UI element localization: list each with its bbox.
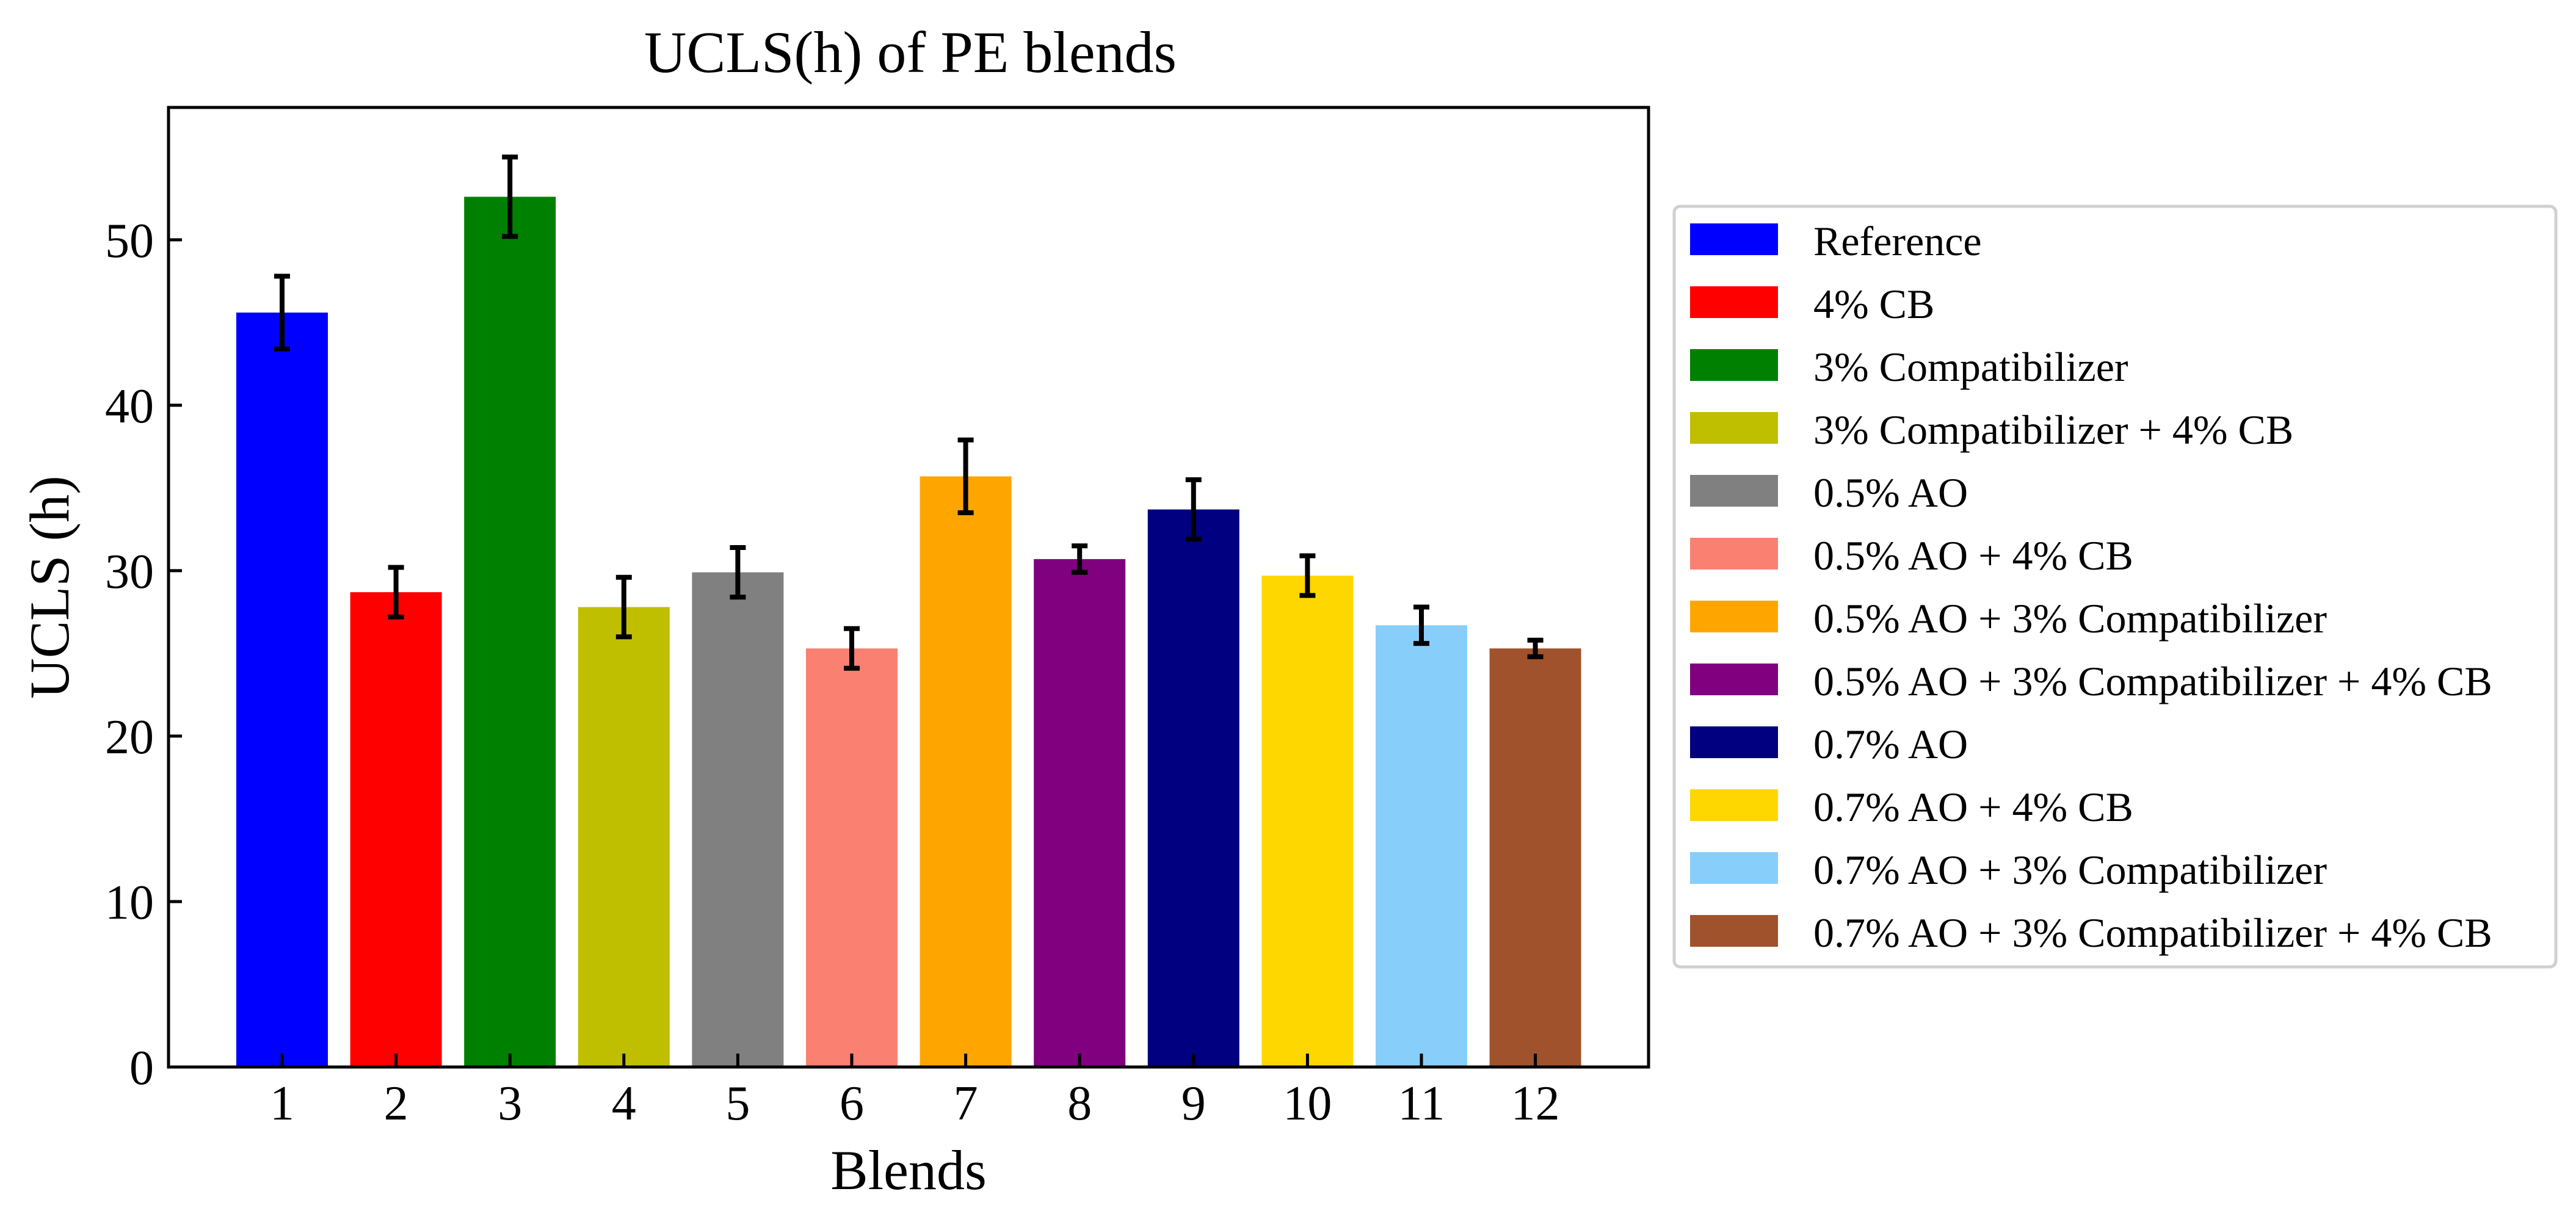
legend-swatch — [1690, 789, 1778, 821]
legend-box — [1672, 204, 2558, 969]
bar — [806, 648, 898, 1067]
legend-label: 0.7% AO — [1813, 721, 1968, 767]
y-tick-label: 0 — [129, 1041, 154, 1095]
legend-swatch — [1690, 664, 1778, 695]
x-tick-label: 3 — [498, 1077, 522, 1130]
bar — [578, 607, 670, 1067]
bar — [350, 592, 442, 1067]
legend-label: 4% CB — [1813, 281, 1934, 327]
x-tick-label: 1 — [270, 1077, 294, 1130]
bar — [692, 572, 784, 1067]
y-axis-label: UCLS (h) — [18, 476, 81, 698]
bar — [464, 197, 556, 1067]
x-tick-label: 12 — [1511, 1077, 1560, 1130]
bar — [1376, 625, 1467, 1067]
x-tick-label: 4 — [612, 1077, 636, 1130]
legend-label: 0.5% AO — [1813, 469, 1968, 516]
legend-label: 0.7% AO + 3% Compatibilizer + 4% CB — [1813, 910, 2492, 956]
x-tick-label: 11 — [1398, 1077, 1445, 1130]
legend-label: 0.7% AO + 4% CB — [1813, 784, 2133, 830]
x-tick-label: 6 — [840, 1077, 864, 1130]
legend-items: Reference 4% CB 3% Compatibilizer 3% Compat… — [1690, 218, 2492, 956]
bar — [1147, 509, 1239, 1067]
x-tick-label: 9 — [1181, 1077, 1206, 1130]
y-tick-label: 10 — [105, 876, 154, 930]
bar — [1489, 648, 1581, 1067]
legend-label: 0.5% AO + 4% CB — [1813, 532, 2133, 579]
x-axis-label: Blends — [830, 1139, 987, 1201]
y-tick-label: 30 — [105, 545, 154, 599]
plot-frame — [167, 106, 1650, 1069]
x-tick-label: 7 — [954, 1077, 978, 1130]
legend-swatch — [1690, 726, 1778, 758]
x-tick-label: 8 — [1067, 1077, 1092, 1130]
x-tick-label: 2 — [384, 1077, 408, 1130]
y-tick-label: 50 — [105, 214, 154, 268]
bar — [1261, 576, 1354, 1067]
legend-swatch — [1690, 538, 1778, 570]
legend-label: 0.5% AO + 3% Compatibilizer — [1813, 595, 2327, 642]
legend-swatch — [1690, 852, 1778, 884]
legend-swatch — [1690, 915, 1778, 947]
legend-swatch — [1690, 286, 1778, 318]
legend-swatch — [1690, 412, 1778, 444]
legend-swatch — [1690, 601, 1778, 632]
bar — [920, 476, 1012, 1067]
legend: Reference 4% CB 3% Compatibilizer 3% Compat… — [1672, 204, 2558, 969]
legend-swatch — [1690, 349, 1778, 381]
legend-swatch — [1690, 223, 1778, 255]
legend-label: 3% Compatibilizer + 4% CB — [1813, 407, 2293, 453]
y-tick-label: 40 — [105, 380, 154, 433]
bar — [236, 313, 328, 1067]
legend-label: 0.7% AO + 3% Compatibilizer — [1813, 847, 2327, 893]
bar — [1034, 559, 1126, 1067]
legend-label: 3% Compatibilizer — [1813, 344, 2128, 390]
legend-label: Reference — [1813, 218, 1982, 264]
chart-title: UCLS(h) of PE blends — [644, 20, 1177, 85]
legend-label: 0.5% AO + 3% Compatibilizer + 4% CB — [1813, 658, 2492, 704]
legend-swatch — [1690, 475, 1778, 507]
x-tick-label: 10 — [1283, 1077, 1332, 1130]
x-tick-label: 5 — [725, 1077, 750, 1130]
y-tick-label: 20 — [105, 711, 154, 764]
